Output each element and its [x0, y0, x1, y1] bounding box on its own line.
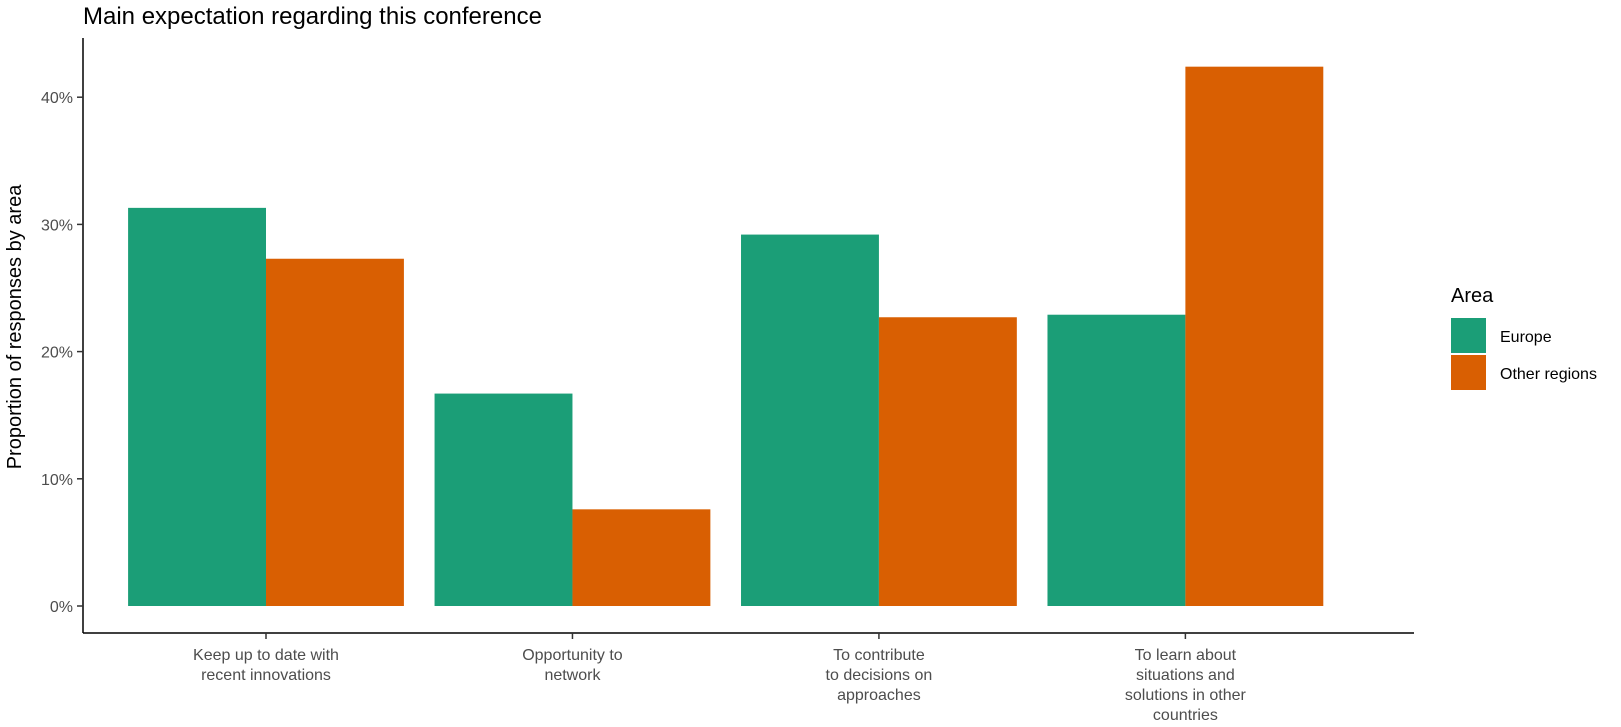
x-tick-label: to decisions on	[826, 667, 933, 684]
y-tick-label: 20%	[41, 345, 73, 362]
y-axis-title: Proportion of responses by area	[4, 184, 26, 469]
legend-title: Area	[1451, 285, 1494, 307]
x-tick-label: To learn about	[1135, 647, 1237, 664]
bar-europe	[741, 234, 879, 607]
x-tick-label: Opportunity to	[522, 647, 623, 664]
legend-items: Europe Other regions	[1451, 318, 1597, 390]
bar-europe	[128, 207, 266, 606]
x-tick-label: To contribute	[833, 647, 925, 664]
bars	[128, 66, 1324, 607]
x-tick-label: Keep up to date with	[193, 647, 339, 664]
y-axis-ticks: 0% 10% 20% 30% 40%	[41, 90, 83, 616]
plot-area: 0% 10% 20% 30% 40% Keep up to date with recen…	[41, 38, 1414, 724]
y-tick-label: 30%	[41, 217, 73, 234]
bar-europe	[1047, 314, 1186, 606]
x-tick-label: situations and	[1136, 667, 1235, 684]
bar-other-regions	[878, 317, 1017, 606]
bar-europe	[434, 393, 573, 606]
y-tick-label: 40%	[41, 90, 73, 107]
bar-other-regions	[1185, 66, 1324, 606]
x-tick-label: approaches	[837, 687, 921, 704]
legend-swatch	[1451, 355, 1486, 390]
x-tick-label: network	[544, 667, 601, 684]
legend-swatch	[1451, 318, 1486, 353]
bar-other-regions	[266, 258, 404, 606]
legend-label: Europe	[1500, 329, 1552, 346]
x-axis-ticks: Keep up to date with recent innovations Op…	[193, 633, 1247, 724]
legend: Area Europe Other regions	[1451, 285, 1597, 390]
chart-title: Main expectation regarding this conferen…	[83, 3, 542, 30]
bar-other-regions	[572, 509, 711, 606]
x-tick-label: solutions in other	[1125, 687, 1247, 704]
x-tick-label: recent innovations	[201, 667, 331, 684]
legend-label: Other regions	[1500, 366, 1597, 383]
x-tick-label: countries	[1153, 707, 1218, 724]
y-tick-label: 10%	[41, 472, 73, 489]
y-tick-label: 0%	[50, 599, 73, 616]
